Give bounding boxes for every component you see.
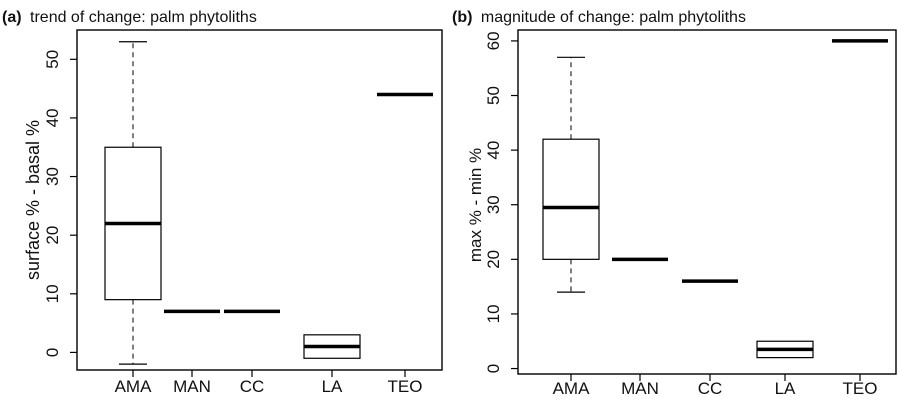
- panel-b-y-tick-label: 10: [484, 304, 503, 323]
- panel-a-label: (a): [2, 9, 22, 26]
- panel-b-y-tick-label: 40: [484, 141, 503, 160]
- panel-b-y-tick-label: 60: [484, 31, 503, 50]
- panel-a-x-tick-label: TEO: [388, 377, 423, 396]
- panel-b-y-axis-label: max % - min %: [466, 148, 485, 262]
- svg-text:(b) magnitude of change:: (b) magnitude of change: palm phytoliths: [452, 9, 746, 26]
- panel-a-title: trend of change: palm phytoliths: [30, 9, 257, 26]
- panel-b-title: magnitude of change: palm phytoliths: [481, 9, 746, 26]
- panel-b-plot-frame: [517, 29, 897, 375]
- panel-b-y-tick-label: 0: [484, 364, 503, 373]
- panel-a-y-tick-label: 0: [43, 348, 62, 357]
- panel-b-x-tick-label: AMA: [553, 379, 591, 398]
- panel-a-x-tick-label: AMA: [115, 377, 153, 396]
- panel-a-ticks: 0 10 20 30 40 50 AMA MAN CC LA TEO: [43, 50, 422, 396]
- panel-a-y-tick-label: 50: [43, 50, 62, 69]
- panel-b-x-tick-label: TEO: [843, 379, 878, 398]
- panel-b-y-tick-label: 30: [484, 195, 503, 214]
- panel-a-x-tick-label: CC: [240, 377, 265, 396]
- panel-b-y-tick-label: 50: [484, 86, 503, 105]
- panel-b-x-tick-label: CC: [698, 379, 723, 398]
- panel-b-ama-box: [542, 138, 600, 260]
- svg-text:(a) trend of change: pal: (a) trend of change: palm phytoliths: [2, 9, 257, 26]
- panel-b: (b) magnitude of change: palm phytoliths…: [452, 9, 897, 398]
- panel-a-y-tick-label: 20: [43, 226, 62, 245]
- panel-b-y-tick-label: 20: [484, 250, 503, 269]
- panel-a-plot-frame: [76, 29, 443, 371]
- panel-a-y-tick-label: 30: [43, 167, 62, 186]
- panel-a-y-tick-label: 40: [43, 108, 62, 127]
- panel-a-x-tick-label: MAN: [173, 377, 211, 396]
- panel-b-x-tick-label: MAN: [621, 379, 659, 398]
- panel-b-ticks: 0 10 20 30 40 50 60 AMA MAN CC LA TEO: [484, 31, 877, 398]
- panel-a-x-tick-label: LA: [322, 377, 343, 396]
- panel-a-y-tick-label: 10: [43, 284, 62, 303]
- panel-b-x-tick-label: LA: [775, 379, 796, 398]
- panel-b-label: (b): [452, 9, 472, 26]
- panel-a-y-axis-label: surface % - basal %: [23, 120, 43, 280]
- panel-b-boxes: [542, 39, 888, 359]
- panel-a: (a) trend of change: palm phytoliths sur…: [2, 9, 443, 396]
- panel-a-boxes: [104, 41, 433, 365]
